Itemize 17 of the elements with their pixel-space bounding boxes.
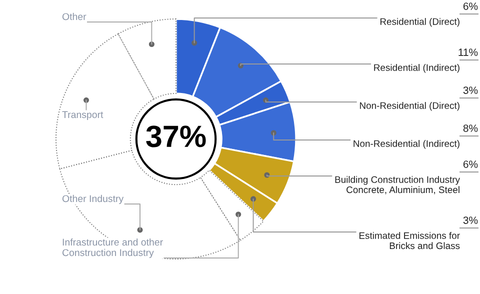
- data-label: 3%: [463, 86, 478, 94]
- text: 37%: [146, 126, 206, 148]
- slice-label: Building Construction Industry Concrete, Aluminium, Steel: [335, 176, 460, 194]
- slice-label: Non-Residential (Indirect): [354, 140, 460, 149]
- data-label: 6%: [463, 160, 478, 168]
- data-label: 3%: [463, 216, 478, 224]
- slice-label: Residential (Indirect): [374, 64, 460, 73]
- data-label: 11%: [458, 48, 478, 56]
- slice-label: Transport: [62, 111, 104, 120]
- slice-label: Non-Residential (Direct): [360, 102, 460, 111]
- data-label: 8%: [463, 124, 478, 132]
- slice-label: Estimated Emissions for Bricks and Glass: [359, 232, 460, 250]
- slice-label: Residential (Direct): [380, 18, 460, 27]
- data-label: 6%: [463, 2, 478, 10]
- slice-label: Other: [62, 12, 86, 20]
- slice-label: Other Industry: [62, 194, 124, 204]
- slice-label: Infrastructure and other Construction Industry: [62, 238, 163, 258]
